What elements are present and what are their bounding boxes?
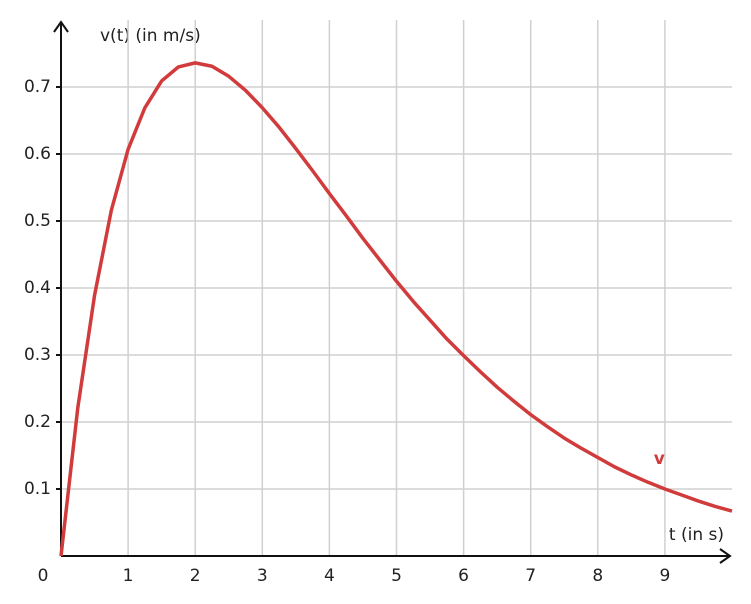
y-tick-label: 0.4 [24,278,51,298]
y-tick-label: 0.2 [24,412,51,432]
x-tick-label: 5 [391,566,402,586]
x-axis-arrow [719,548,732,564]
y-tick-label: 0.5 [24,211,51,231]
y-tick-label: 0.6 [24,144,51,164]
x-tick-label: 7 [525,566,536,586]
series-label: v [654,449,665,469]
y-tick-label: 0.7 [24,77,51,97]
y-axis-arrow [53,20,69,33]
line [59,61,733,557]
x-tick-label: 1 [123,566,134,586]
x-tick-label: 4 [324,566,335,586]
x-tick-label: 9 [659,566,670,586]
y-tick-label: 0.3 [24,345,51,365]
origin-label: 0 [38,566,49,586]
x-axis-label: t (in s) [669,525,724,545]
y-axis-label: v(t) (in m/s) [100,26,201,46]
x-tick-label: 6 [458,566,469,586]
x-tick-label: 2 [190,566,201,586]
x-tick-label: 3 [257,566,268,586]
x-tick-label: 8 [592,566,603,586]
y-tick-label: 0.1 [24,479,51,499]
